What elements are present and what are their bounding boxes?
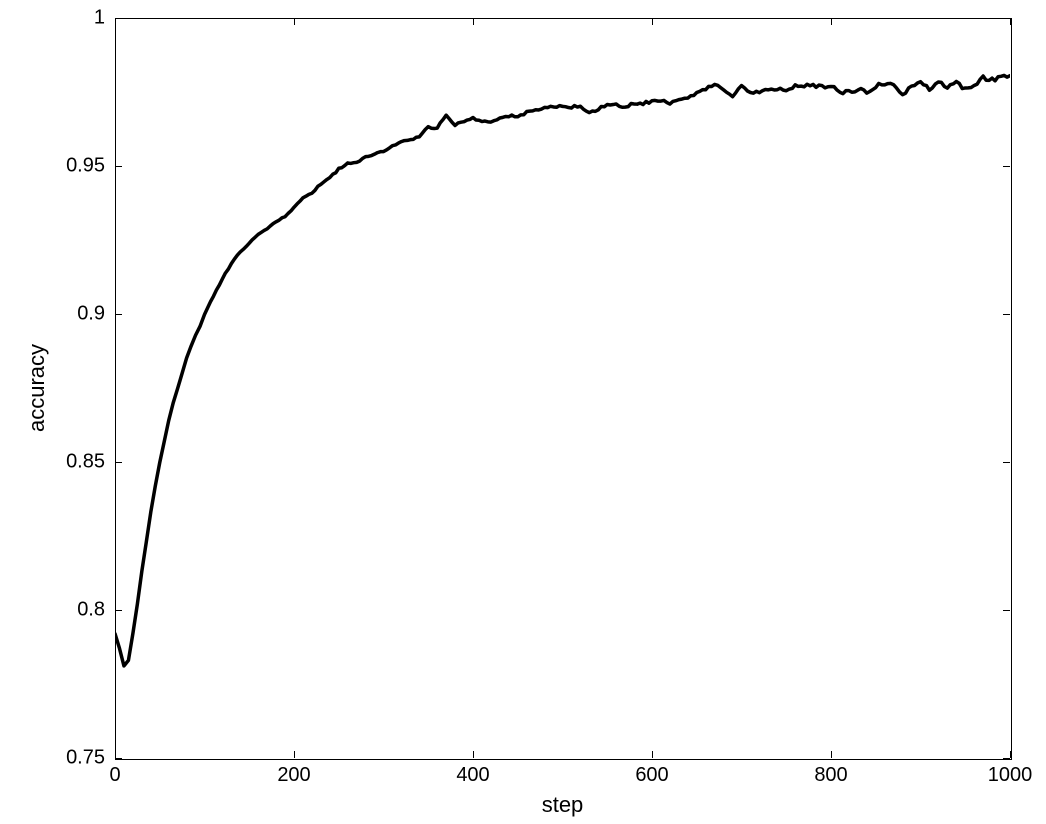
y-tick [1003,462,1010,463]
y-tick-label: 0.9 [77,303,105,326]
y-tick-label: 1 [94,7,105,30]
x-tick [831,18,832,25]
x-tick [831,751,832,758]
y-tick [1003,314,1010,315]
y-tick [115,314,122,315]
x-tick-label: 0 [109,764,120,787]
y-tick [1003,758,1010,759]
x-tick-label: 200 [277,764,310,787]
x-tick [294,751,295,758]
y-tick [115,610,122,611]
x-tick [473,751,474,758]
x-tick [473,18,474,25]
x-tick [1010,751,1011,758]
x-tick [115,18,116,25]
x-tick [652,18,653,25]
plot-area [115,18,1012,760]
accuracy-chart: 0 200 400 600 800 1000 0.75 0.8 0.85 0.9 0.95 1 ste… [0,0,1046,824]
y-tick [115,18,122,19]
y-tick-label: 0.85 [66,451,105,474]
x-tick-label: 800 [814,764,847,787]
y-tick-label: 0.95 [66,155,105,178]
x-tick [1010,18,1011,25]
y-axis-label: accuracy [24,344,50,432]
y-tick [115,462,122,463]
x-tick-label: 400 [456,764,489,787]
y-tick [115,166,122,167]
x-tick-label: 600 [635,764,668,787]
x-tick-label: 1000 [988,764,1033,787]
y-tick [115,758,122,759]
y-tick-label: 0.75 [66,747,105,770]
y-tick [1003,18,1010,19]
x-tick [115,751,116,758]
y-tick-label: 0.8 [77,599,105,622]
y-tick [1003,610,1010,611]
x-tick [294,18,295,25]
y-tick [1003,166,1010,167]
x-axis-label: step [542,792,584,818]
x-tick [652,751,653,758]
